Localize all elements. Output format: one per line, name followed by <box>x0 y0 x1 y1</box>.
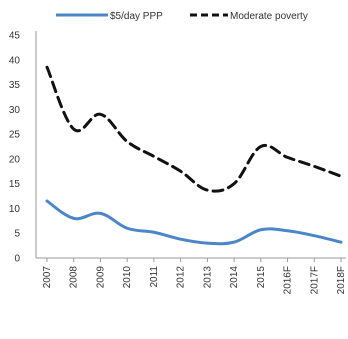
data-point-moderate-poverty-2016F <box>286 156 289 159</box>
x-tick-label-2014: 2014 <box>229 266 240 289</box>
data-point-5-day-ppp-2018F <box>340 241 343 244</box>
data-point-5-day-ppp-2007 <box>46 200 49 203</box>
x-tick-label-2018F: 2018F <box>336 266 347 294</box>
y-tick-label-5: 5 <box>14 229 20 240</box>
data-point-moderate-poverty-2012 <box>179 170 182 173</box>
x-tick-label-2010: 2010 <box>122 266 133 289</box>
y-tick-label-20: 20 <box>9 154 21 165</box>
y-axis-ticks: 0 5 10 15 20 25 30 35 40 45 <box>9 31 21 265</box>
data-point-moderate-poverty-2009 <box>99 113 102 116</box>
data-point-moderate-poverty-2018F <box>340 175 343 178</box>
data-point-5-day-ppp-2010 <box>126 227 129 230</box>
data-point-moderate-poverty-2017F <box>313 165 316 168</box>
data-point-moderate-poverty-2015 <box>259 145 262 148</box>
legend-label-moderate-poverty: Moderate poverty <box>230 11 308 22</box>
data-point-moderate-poverty-2010 <box>126 140 129 143</box>
x-tick-label-2008: 2008 <box>69 266 80 289</box>
data-point-5-day-ppp-2011 <box>152 231 155 234</box>
legend-label-5-day-ppp: $5/day PPP <box>110 11 163 22</box>
data-point-5-day-ppp-2009 <box>99 212 102 215</box>
data-point-5-day-ppp-2016F <box>286 229 289 232</box>
data-point-moderate-poverty-2007 <box>46 66 49 69</box>
y-tick-label-25: 25 <box>9 130 21 141</box>
x-tick-label-2012: 2012 <box>176 266 187 289</box>
axes <box>35 31 346 259</box>
y-tick-label-15: 15 <box>9 179 21 190</box>
y-tick-label-10: 10 <box>9 204 21 215</box>
series-layer <box>45 65 343 246</box>
y-tick-label-40: 40 <box>9 55 21 66</box>
x-tick-label-2007: 2007 <box>42 266 53 289</box>
x-tick-label-2011: 2011 <box>149 266 160 288</box>
data-point-5-day-ppp-2017F <box>313 234 316 237</box>
y-tick-label-35: 35 <box>9 80 21 91</box>
x-tick-label-2016F: 2016F <box>283 266 294 294</box>
data-point-5-day-ppp-2015 <box>259 228 262 231</box>
data-point-5-day-ppp-2008 <box>72 217 75 220</box>
y-tick-label-0: 0 <box>14 254 20 265</box>
x-tick-label-2009: 2009 <box>95 266 106 289</box>
x-tick-label-2013: 2013 <box>202 266 213 289</box>
x-tick-label-2015: 2015 <box>256 266 267 289</box>
legend: $5/day PPP Moderate poverty <box>56 11 308 22</box>
data-point-5-day-ppp-2013 <box>206 242 209 245</box>
series-line-5-day-ppp <box>45 199 343 246</box>
data-point-5-day-ppp-2014 <box>233 241 236 244</box>
data-point-moderate-poverty-2011 <box>152 155 155 158</box>
data-point-moderate-poverty-2014 <box>233 182 236 185</box>
series-line-moderate-poverty <box>45 65 343 193</box>
data-point-5-day-ppp-2012 <box>179 238 182 241</box>
y-tick-label-30: 30 <box>9 105 21 116</box>
y-tick-label-45: 45 <box>9 31 21 42</box>
data-point-moderate-poverty-2008 <box>72 128 75 131</box>
x-axis-ticks: 2007 2008 2009 2010 2011 2012 2013 2014 2015 2016… <box>42 258 347 294</box>
x-tick-label-2017F: 2017F <box>309 266 320 294</box>
data-point-moderate-poverty-2013 <box>206 189 209 192</box>
